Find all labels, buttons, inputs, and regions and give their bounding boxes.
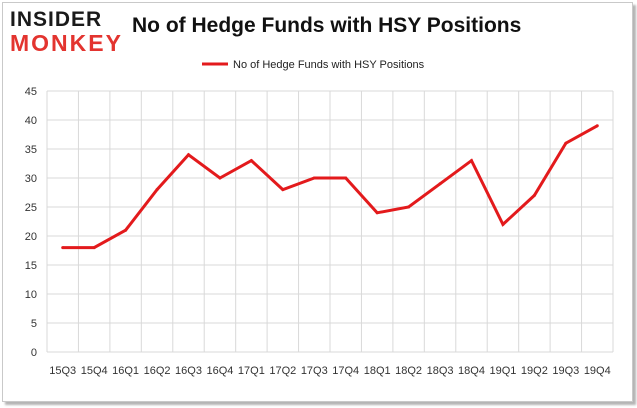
y-tick-label: 45 xyxy=(25,86,37,98)
y-tick-label: 35 xyxy=(25,144,37,156)
x-tick-label: 19Q4 xyxy=(584,365,611,377)
x-tick-label: 16Q4 xyxy=(206,365,233,377)
data-point xyxy=(249,159,253,163)
legend: No of Hedge Funds with HSY Positions xyxy=(202,59,425,71)
x-tick-label: 17Q3 xyxy=(301,365,328,377)
data-point xyxy=(470,159,473,163)
y-tick-label: 0 xyxy=(31,347,37,359)
x-tick-label: 17Q4 xyxy=(332,365,359,377)
y-tick-label: 40 xyxy=(25,115,37,127)
data-point xyxy=(438,182,442,186)
data-point xyxy=(501,222,505,226)
data-point xyxy=(281,188,285,192)
x-tick-label: 18Q3 xyxy=(427,365,454,377)
data-point xyxy=(187,153,190,157)
x-tick-label: 18Q4 xyxy=(458,365,485,377)
x-tick-label: 16Q2 xyxy=(144,365,171,377)
x-tick-label: 16Q1 xyxy=(112,365,139,377)
chart-title: No of Hedge Funds with HSY Positions xyxy=(132,14,522,37)
y-tick-label: 20 xyxy=(25,231,37,243)
data-point xyxy=(61,246,65,250)
x-tick-label: 17Q1 xyxy=(238,365,265,377)
x-tick-label: 18Q2 xyxy=(395,365,422,377)
data-point xyxy=(595,124,599,128)
legend-label: No of Hedge Funds with HSY Positions xyxy=(233,59,425,71)
logo-text-top: INSIDER xyxy=(10,8,103,31)
x-tick-label: 19Q2 xyxy=(521,365,548,377)
series-line xyxy=(62,124,599,250)
data-point xyxy=(344,176,348,180)
data-point xyxy=(407,205,411,209)
data-point xyxy=(312,176,316,180)
x-tick-label: 18Q1 xyxy=(364,365,391,377)
data-point xyxy=(532,193,536,197)
data-point xyxy=(155,188,159,192)
y-tick-label: 10 xyxy=(25,289,37,301)
x-tick-label: 19Q1 xyxy=(489,365,516,377)
data-point xyxy=(92,246,96,250)
insider-monkey-logo: INSIDER MONKEY xyxy=(10,6,123,56)
y-tick-label: 5 xyxy=(31,318,37,330)
x-tick-label: 16Q3 xyxy=(175,365,202,377)
logo-text-bottom: MONKEY xyxy=(10,30,123,56)
data-point xyxy=(124,228,128,232)
data-point xyxy=(375,211,379,215)
y-tick-label: 15 xyxy=(25,260,37,272)
x-tick-label: 15Q4 xyxy=(81,365,108,377)
y-tick-label: 25 xyxy=(25,202,37,214)
x-tick-label: 15Q3 xyxy=(49,365,76,377)
y-tick-label: 30 xyxy=(25,173,37,185)
x-tick-label: 17Q2 xyxy=(269,365,296,377)
x-tick-label: 19Q3 xyxy=(552,365,579,377)
data-point xyxy=(564,141,568,145)
data-point xyxy=(218,176,222,180)
